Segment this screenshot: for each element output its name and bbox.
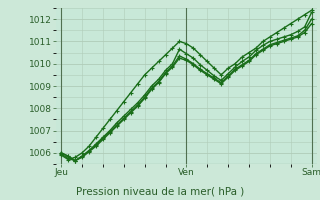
Text: Pression niveau de la mer( hPa ): Pression niveau de la mer( hPa ) — [76, 186, 244, 196]
